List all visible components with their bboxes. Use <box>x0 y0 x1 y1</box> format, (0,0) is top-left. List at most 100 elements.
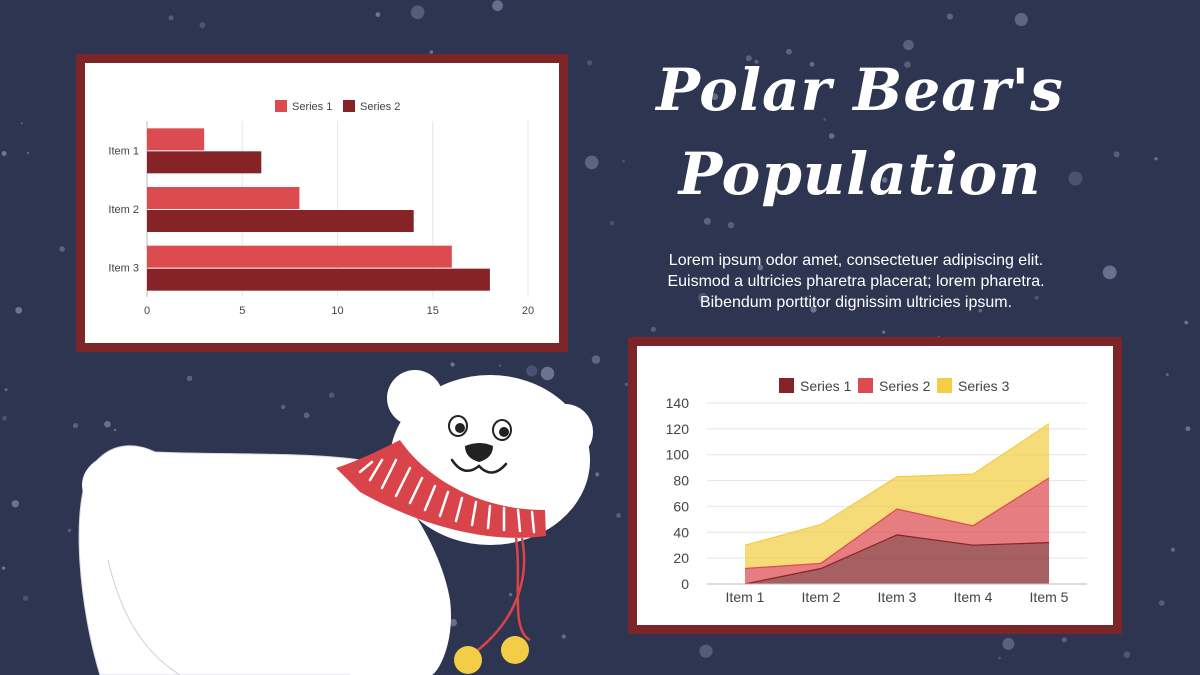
x-tick-label: 15 <box>427 305 439 317</box>
y-tick-label: Item 3 <box>108 263 139 275</box>
snowflake <box>595 472 600 477</box>
snowflake <box>1068 171 1083 186</box>
snowflake <box>1165 373 1169 376</box>
snowflake <box>328 392 335 399</box>
snowflake <box>20 122 23 125</box>
snowflake <box>698 293 708 303</box>
snowflake <box>22 595 29 601</box>
snowflake <box>727 221 735 229</box>
bar-chart-panel: Series 1 Series 2 0 5 10 15 20 Item 1 Item 2 Item… <box>85 63 559 343</box>
snowflake <box>591 355 601 364</box>
snowflake <box>584 155 599 170</box>
x-tick-label: Item 5 <box>1030 589 1069 605</box>
snowflake <box>978 308 983 313</box>
x-tick-label: Item 3 <box>878 589 917 605</box>
snowflake <box>1 566 6 570</box>
snowflake <box>561 634 566 639</box>
bar-series-1-2 <box>147 187 300 209</box>
snowflake <box>508 592 513 597</box>
title-line-1: Polar Bear's <box>656 56 1064 124</box>
bear-body <box>78 445 451 675</box>
y-tick-label: Item 2 <box>108 204 139 216</box>
scarf <box>336 440 546 651</box>
body-line-1: Lorem ipsum odor amet, consectetuer adip… <box>668 252 1044 269</box>
body-line-2: Euismod a ultricies pharetra placerat; l… <box>667 273 1045 290</box>
area-chart-panel: Series 1 Series 2 Series 3 0 20 40 60 80 100 120 1… <box>637 346 1113 625</box>
legend-label-3: Series 3 <box>958 378 1010 394</box>
snowflake <box>67 528 72 533</box>
snowflake <box>828 133 835 139</box>
snowflake <box>729 91 733 95</box>
snowflake <box>526 365 538 377</box>
x-tick-label: 0 <box>144 305 150 317</box>
snowflake <box>903 39 914 51</box>
area-series-3 <box>745 423 1049 569</box>
snowflake <box>2 416 7 421</box>
snowflake <box>810 306 817 313</box>
x-tick-label: Item 1 <box>726 589 765 605</box>
area-series-2 <box>745 478 1049 584</box>
legend-swatch-3 <box>937 378 952 393</box>
snowflake <box>616 513 621 518</box>
snowflake <box>904 61 911 68</box>
snowflake <box>1034 295 1039 300</box>
body-paragraph: Lorem ipsum odor amet, consectetuer adip… <box>640 250 1072 313</box>
line-series-2 <box>744 477 1050 570</box>
snowflake <box>946 13 954 20</box>
snowflake <box>281 404 286 410</box>
bar-chart-frame: Series 1 Series 2 0 5 10 15 20 Item 1 Item 2 Item… <box>76 54 568 352</box>
legend-swatch-2 <box>343 100 355 112</box>
snowflake <box>1061 637 1067 643</box>
snowflake <box>882 177 888 183</box>
snowflake <box>586 60 593 66</box>
snowflake <box>1102 265 1117 280</box>
body-line-3: Bibendum porttitor dignissim ultricies i… <box>699 294 1013 311</box>
snowflake <box>59 246 65 252</box>
y-tick-label: 140 <box>666 395 690 411</box>
legend-swatch-2 <box>858 378 873 393</box>
area-series-1 <box>745 534 1049 584</box>
bar-series-1-3 <box>147 245 452 268</box>
line-series-3 <box>744 423 1050 546</box>
y-tick-label: 80 <box>673 473 689 489</box>
snowflake <box>72 423 79 429</box>
legend-label-1: Series 1 <box>292 101 332 113</box>
area-chart-frame: Series 1 Series 2 Series 3 0 20 40 60 80 100 120 1… <box>628 337 1122 634</box>
snowflake <box>186 375 193 381</box>
snowflake <box>757 264 764 271</box>
scarf-pompoms <box>454 636 529 674</box>
bar-series-2-1 <box>147 151 262 174</box>
snowflake <box>823 118 827 121</box>
y-tick-label: 20 <box>673 550 689 566</box>
snowflake <box>1014 12 1028 27</box>
snowflake <box>15 306 23 314</box>
snowflake <box>199 22 206 29</box>
snowflake <box>882 330 886 334</box>
snowflake <box>1185 426 1191 432</box>
x-tick-label: 20 <box>522 305 534 317</box>
snowflake <box>429 50 434 54</box>
bear-face <box>448 415 512 474</box>
y-tick-label: 100 <box>666 447 690 463</box>
bar-chart: Series 1 Series 2 0 5 10 15 20 Item 1 Item 2 Item… <box>108 100 534 317</box>
snowflake <box>1184 320 1188 325</box>
legend-swatch-1 <box>275 100 287 112</box>
snowflake <box>1170 547 1175 552</box>
snowflake <box>1154 157 1158 161</box>
x-tick-label: Item 2 <box>802 589 841 605</box>
snowflake <box>4 388 8 392</box>
snowflake <box>1123 651 1131 658</box>
snowflake <box>745 55 752 62</box>
snowflake <box>809 61 815 67</box>
snowflake <box>786 48 792 55</box>
snowflake <box>955 280 961 285</box>
y-tick-label: 0 <box>681 576 689 592</box>
snowflake <box>609 221 615 226</box>
snowflake <box>410 5 425 20</box>
snowflake <box>622 159 625 163</box>
snowflake <box>450 362 455 367</box>
legend-label-1: Series 1 <box>800 378 852 394</box>
y-tick-label: Item 1 <box>108 145 139 157</box>
snowflake <box>540 366 555 381</box>
line-series-1 <box>744 534 1050 585</box>
